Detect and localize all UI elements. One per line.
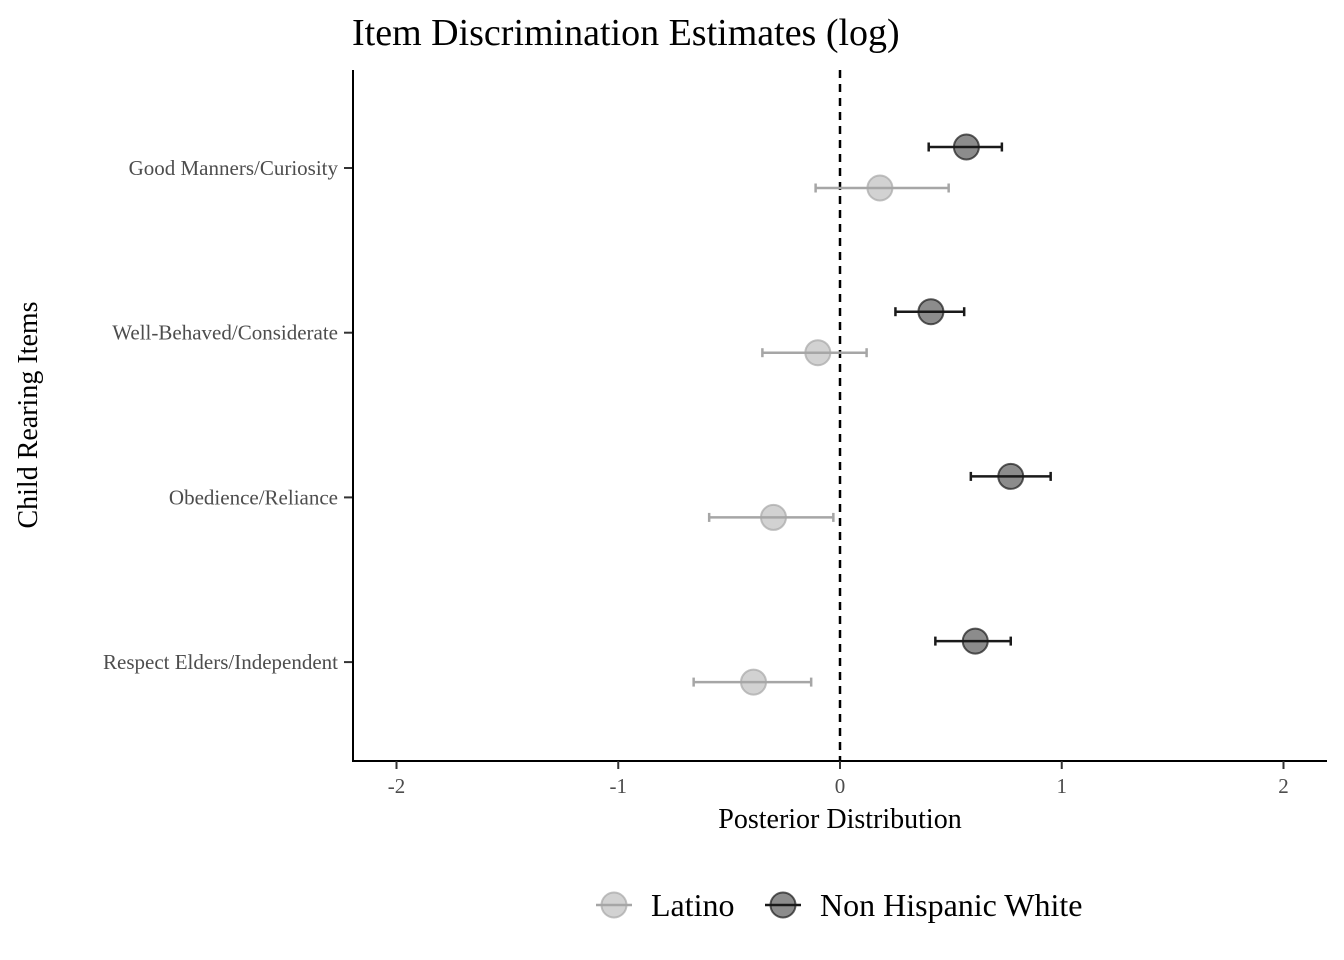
chart-title: Item Discrimination Estimates (log) <box>352 12 900 54</box>
point-estimate <box>740 668 768 696</box>
x-tick-label: 2 <box>1278 774 1289 798</box>
point-estimate <box>759 503 787 531</box>
legend-key-point <box>600 891 628 919</box>
legend: Latino Non Hispanic White <box>596 887 1082 923</box>
y-tick-label: Good Manners/Curiosity <box>129 156 339 180</box>
y-axis-title: Child Rearing Items <box>13 301 44 528</box>
y-tick-label: Well-Behaved/Considerate <box>112 321 338 345</box>
y-tick-label: Obedience/Reliance <box>169 485 338 509</box>
point-estimate <box>952 133 980 161</box>
y-tick-label: Respect Elders/Independent <box>103 650 338 674</box>
plot-marks <box>692 133 1052 696</box>
legend-label: Non Hispanic White <box>820 887 1082 923</box>
point-estimate <box>804 339 832 367</box>
x-tick-label: 1 <box>1057 774 1068 798</box>
point-estimate <box>917 298 945 326</box>
point-estimate <box>997 462 1025 490</box>
legend-label: Latino <box>651 887 735 923</box>
legend-key-point <box>769 891 797 919</box>
point-estimate <box>961 627 989 655</box>
x-axis-ticks: -2 -1 0 1 2 <box>388 761 1289 798</box>
x-tick-label: -2 <box>388 774 406 798</box>
point-estimate <box>866 174 894 202</box>
y-axis-ticks: Good Manners/Curiosity Well-Behaved/Consi… <box>103 156 352 674</box>
x-axis-title: Posterior Distribution <box>718 804 961 835</box>
x-tick-label: -1 <box>610 774 628 798</box>
x-tick-label: 0 <box>835 774 846 798</box>
